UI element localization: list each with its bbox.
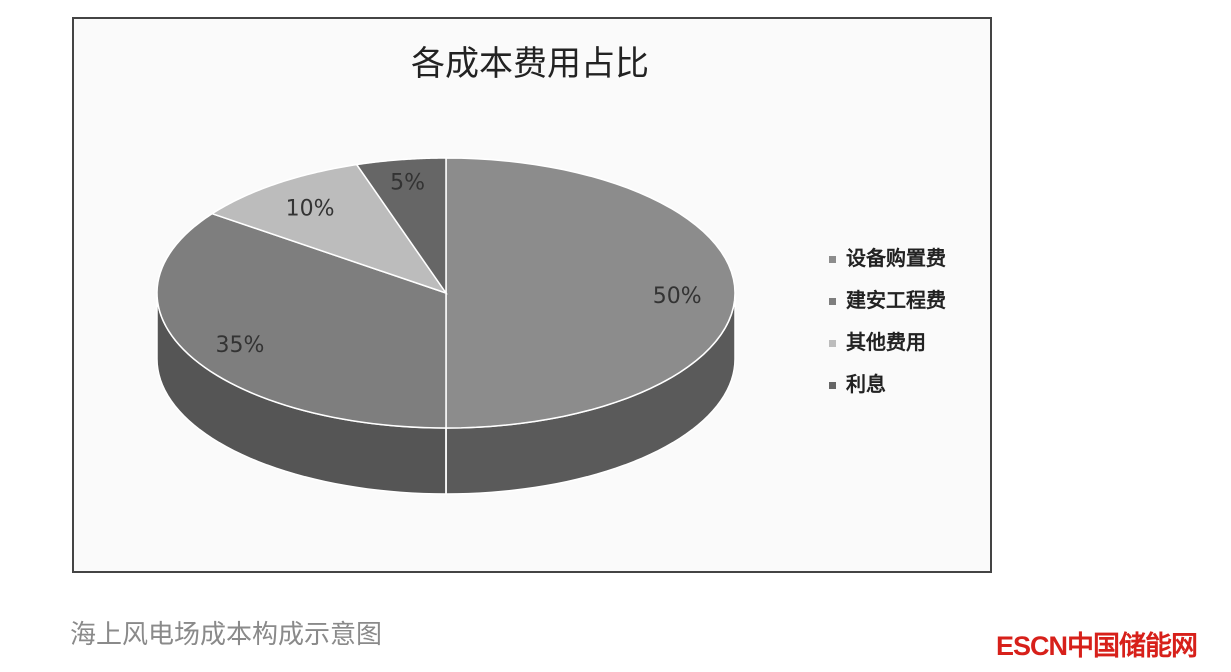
legend-entry-3: 利息 (846, 372, 886, 396)
legend-swatch-3 (829, 382, 836, 389)
pie-slice-1 (156, 212, 447, 429)
data-label-3: 5% (390, 171, 425, 196)
escn-logo: ESCN中国储能网 (996, 631, 1198, 661)
pie-slice-3 (355, 157, 447, 296)
data-label-0: 50% (653, 284, 702, 309)
figure-caption: 海上风电场成本构成示意图 (70, 620, 383, 650)
pie-slice-2 (210, 163, 448, 295)
chart-title: 各成本费用占比 (411, 44, 649, 84)
legend-entry-2: 其他费用 (846, 330, 926, 354)
legend-swatch-0 (829, 256, 836, 263)
legend-swatch-2 (829, 340, 836, 347)
legend-entry-0: 设备购置费 (846, 246, 946, 270)
legend-swatch-1 (829, 298, 836, 305)
data-label-2: 10% (286, 197, 335, 222)
legend-entry-1: 建安工程费 (846, 288, 946, 312)
pie-slice-0 (445, 157, 736, 429)
data-label-1: 35% (216, 333, 265, 358)
